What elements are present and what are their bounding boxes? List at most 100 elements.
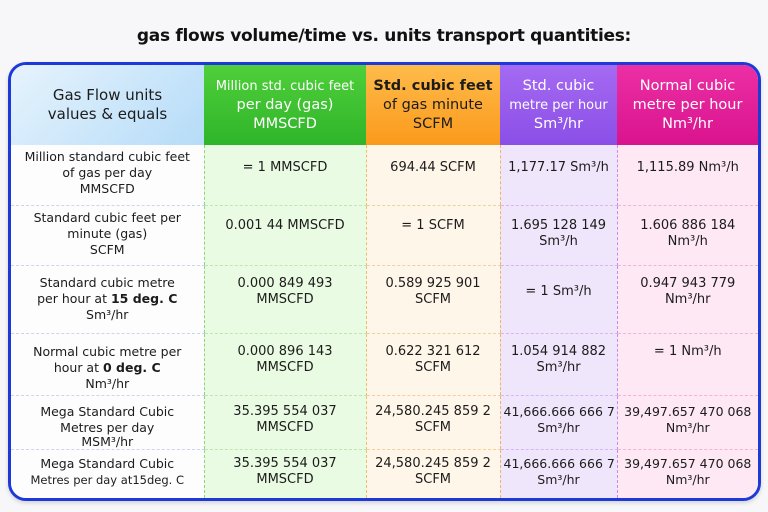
label-line: minute (gas): [67, 225, 148, 241]
header-line: Million std. cubic feet: [215, 78, 355, 94]
header-line: Std. cubic: [522, 77, 595, 94]
cell-mmscfd: = 1 MMSCFD: [203, 145, 367, 206]
cell-value: 41,666.666 666 7: [503, 403, 615, 419]
cell-scfm: 24,580.245 859 2 SCFM: [366, 395, 500, 451]
row-label: Standard cubic feet per minute (gas) SCF…: [11, 205, 204, 267]
label-line: Metres per day: [60, 419, 155, 435]
label-temperature: 15 deg. C: [110, 291, 178, 307]
cell-unit: Nm³/hr: [664, 292, 711, 308]
label-line: Mega Standard Cubic: [40, 403, 175, 419]
header-nm3hr: Normal cubic metre per hour Nm³/hr: [617, 65, 758, 145]
cell-unit: Nm³/hr: [665, 472, 710, 488]
cell-unit: Nm³/h: [667, 233, 708, 249]
label-line: Sm³/hr: [86, 307, 129, 323]
cell-value: = 1 MMSCFD: [242, 159, 328, 175]
cell-unit: SCFM: [414, 472, 452, 488]
header-line: values & equals: [47, 105, 168, 123]
label-temperature: 0 deg. C: [102, 359, 161, 375]
header-line: Sm³/hr: [533, 115, 584, 132]
header-gas-flow-units: Gas Flow units values & equals: [11, 65, 204, 145]
cell-value: = 1 SCFM: [401, 217, 465, 233]
label-line: Metres per day at15deg. C: [30, 473, 184, 488]
header-line: Std. cubic feet: [373, 77, 493, 94]
cell-scfm: 0.622 321 612 SCFM: [366, 333, 500, 396]
header-line: per day (gas): [236, 96, 334, 113]
label-line: Nm³/hr: [85, 375, 130, 391]
cell-unit: MMSCFD: [256, 292, 314, 308]
label-line: per hour at 15 deg. C: [14, 291, 201, 307]
cell-scfm: 24,580.245 859 2 SCFM: [366, 449, 500, 498]
cell-nm3hr: 39,497.657 470 068 Nm³/hr: [617, 449, 758, 498]
row-label: Million standard cubic feet of gas per d…: [11, 145, 204, 206]
cell-sm3hr: 1.054 914 882 Sm³/hr: [499, 333, 618, 396]
header-line: Nm³/hr: [662, 115, 713, 132]
cell-sm3hr: 41,666.666 666 7 Sm³/hr: [499, 395, 618, 451]
label-text: hour at: [53, 359, 103, 375]
cell-unit: SCFM: [414, 292, 452, 308]
conversion-table: Gas Flow units values & equals Million s…: [8, 62, 761, 501]
cell-mmscfd: 0.001 44 MMSCFD: [203, 205, 367, 267]
cell-scfm: = 1 SCFM: [366, 205, 500, 267]
cell-value: 39,497.657 470 068: [624, 403, 752, 419]
cell-unit: MMSCFD: [256, 472, 314, 488]
cell-value: = 1 Nm³/h: [653, 343, 722, 359]
cell-unit: SCFM: [414, 419, 452, 435]
cell-sm3hr: 1.695 128 149 Sm³/h: [499, 205, 618, 267]
cell-sm3hr: 41,666.666 666 7 Sm³/hr: [499, 449, 618, 498]
label-line: Standard cubic metre: [39, 275, 175, 291]
page-title: gas flows volume/time vs. units transpor…: [136, 26, 632, 46]
header-mmscfd: Million std. cubic feet per day (gas) MM…: [204, 65, 366, 145]
label-line: MSM³/hr: [81, 433, 134, 449]
table-row: Standard cubic metre per hour at 15 deg.…: [11, 265, 758, 334]
label-line: of gas per day: [62, 165, 153, 180]
label-line: MMSCFD: [79, 181, 135, 196]
header-line: metre per hour: [509, 97, 608, 113]
cell-sm3hr: 1,177.17 Sm³/h: [499, 145, 618, 206]
cell-unit: MMSCFD: [256, 359, 314, 375]
cell-unit: MMSCFD: [256, 419, 314, 435]
cell-value: 24,580.245 859 2: [375, 403, 491, 419]
cell-scfm: 0.589 925 901 SCFM: [366, 265, 500, 334]
cell-mmscfd: 35.395 554 037 MMSCFD: [203, 395, 367, 451]
label-line: Million standard cubic feet: [24, 149, 190, 164]
header-line: Gas Flow units: [52, 86, 163, 104]
cell-value: 0.589 925 901: [385, 276, 481, 292]
cell-value: 0.947 943 779: [640, 276, 736, 292]
row-label: Normal cubic metre per hour at 0 deg. C …: [11, 333, 204, 396]
table-row: Mega Standard Cubic Metres per day at15d…: [11, 449, 758, 498]
label-line: hour at 0 deg. C: [14, 360, 201, 376]
table-row: Million standard cubic feet of gas per d…: [11, 145, 758, 206]
label-line: SCFM: [89, 241, 125, 257]
header-line: Normal cubic: [639, 77, 736, 94]
cell-value: 24,580.245 859 2: [375, 456, 491, 472]
cell-value: 0.000 849 493: [237, 276, 333, 292]
cell-unit: Sm³/hr: [537, 472, 580, 488]
cell-mmscfd: 0.000 849 493 MMSCFD: [203, 265, 367, 334]
cell-value: 1.054 914 882: [510, 343, 607, 359]
header-sm3hr: Std. cubic metre per hour Sm³/hr: [500, 65, 617, 145]
label-text: per hour at: [37, 291, 111, 307]
cell-value: 35.395 554 037: [233, 403, 337, 419]
cell-value: 1.606 886 184: [640, 217, 736, 233]
cell-unit: Nm³/hr: [665, 419, 710, 435]
header-line: MMSCFD: [253, 115, 317, 132]
cell-nm3hr: 39,497.657 470 068 Nm³/hr: [617, 395, 758, 451]
cell-nm3hr: 1.606 886 184 Nm³/h: [617, 205, 758, 267]
cell-value: 0.000 896 143: [237, 343, 333, 359]
cell-value: 1.695 128 149: [510, 217, 607, 233]
cell-value: 694.44 SCFM: [390, 159, 476, 175]
table-row: Standard cubic feet per minute (gas) SCF…: [11, 205, 758, 267]
cell-value: 39,497.657 470 068: [624, 456, 752, 472]
cell-unit: Sm³/hr: [536, 359, 581, 375]
table-row: Mega Standard Cubic Metres per day MSM³/…: [11, 395, 758, 451]
row-label: Mega Standard Cubic Metres per day MSM³/…: [11, 395, 204, 451]
cell-unit: Sm³/h: [539, 233, 578, 249]
cell-value: 41,666.666 666 7: [503, 456, 615, 472]
header-line: of gas minute: [383, 96, 483, 113]
row-label: Mega Standard Cubic Metres per day at15d…: [11, 449, 204, 498]
cell-sm3hr: = 1 Sm³/h: [499, 265, 618, 334]
cell-value: = 1 Sm³/h: [525, 284, 592, 300]
cell-value: 0.622 321 612: [385, 343, 481, 359]
label-line: Normal cubic metre per: [33, 343, 182, 359]
cell-value: 0.001 44 MMSCFD: [225, 217, 345, 233]
